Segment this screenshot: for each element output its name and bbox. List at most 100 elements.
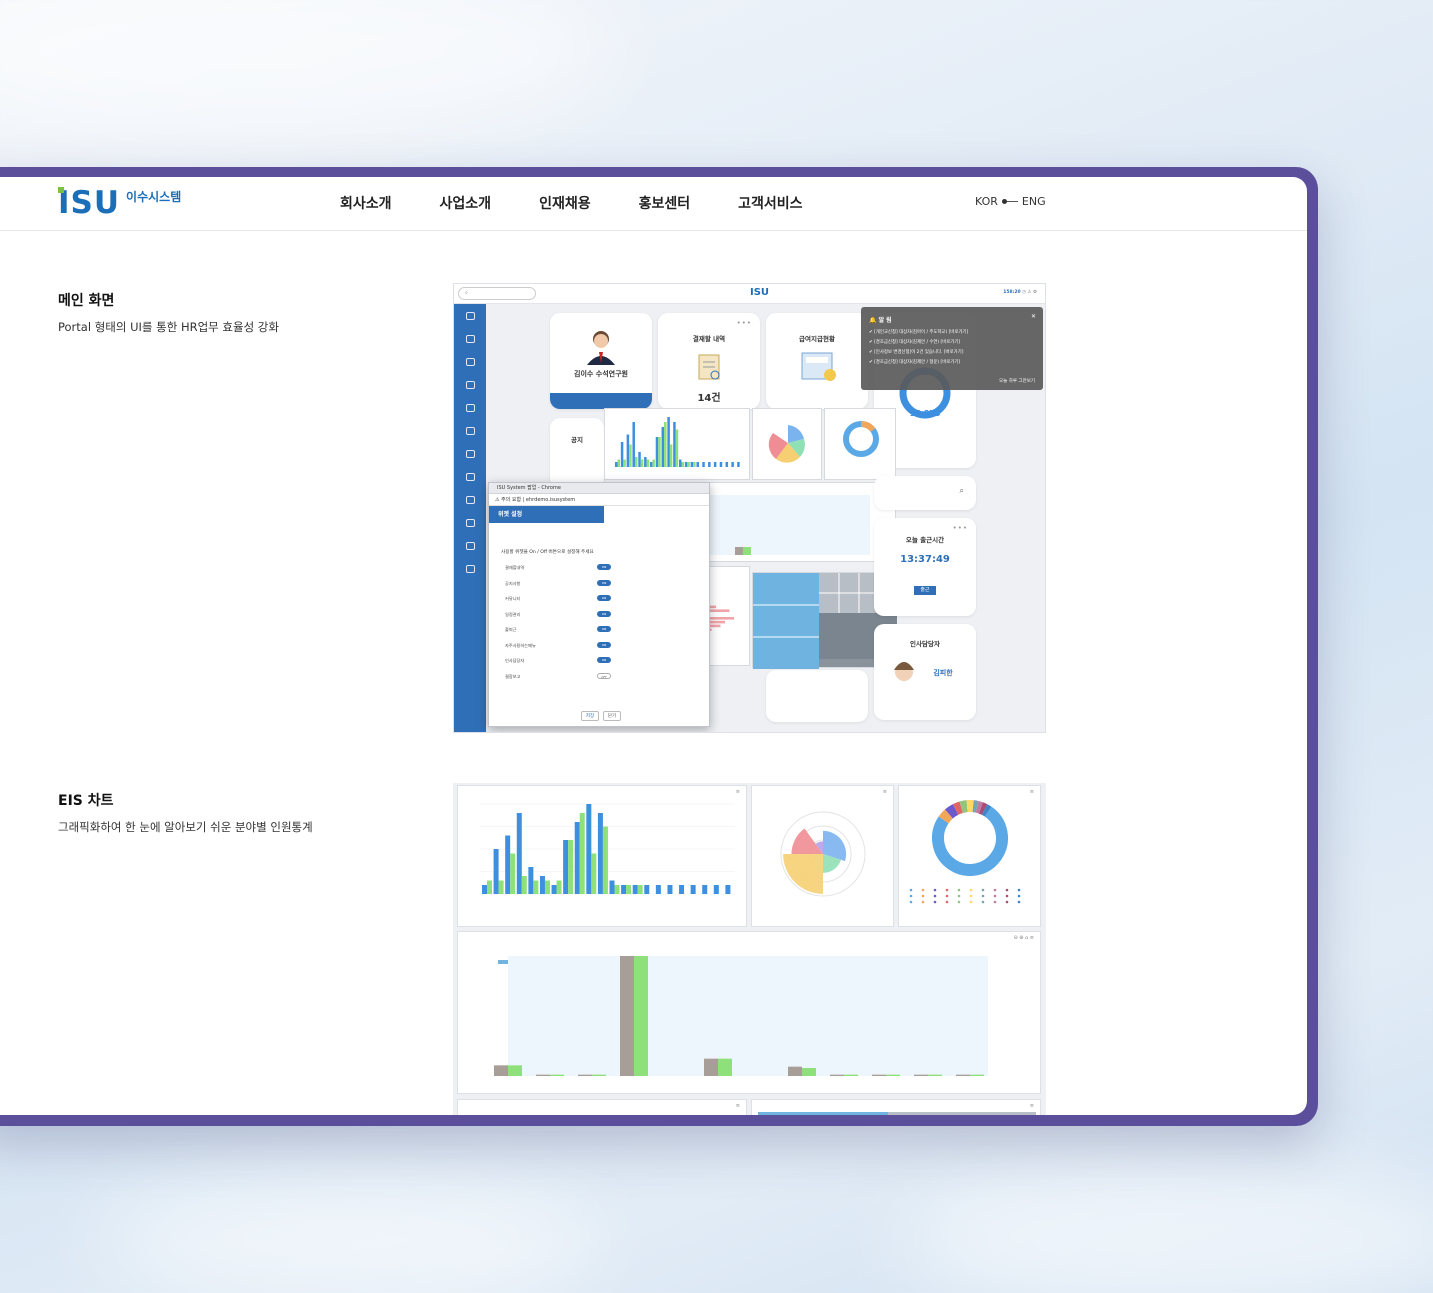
lang-toggle-icon[interactable]	[1001, 199, 1018, 204]
eis-donut-chart	[909, 800, 1021, 904]
legend-marker	[993, 900, 997, 904]
legend-marker	[945, 900, 949, 904]
pie-slice	[815, 841, 823, 854]
eis-bottom-panel-right: ≡	[751, 1099, 1041, 1115]
sidebar-menu-item[interactable]	[454, 442, 486, 465]
widget-toggle[interactable]: ON	[597, 657, 611, 663]
bar	[528, 867, 534, 894]
search-widget[interactable]: ⌕	[874, 476, 976, 510]
menu-icon[interactable]: ≡	[735, 1103, 740, 1109]
logo-text: 이수시스템	[126, 190, 182, 204]
widget-setting-label: 일정관리	[505, 611, 521, 617]
popup-line[interactable]: ✔ [개인교신청] 대상자(김아이 / 주도학교) [바로가기]	[869, 330, 969, 335]
sidebar-menu-item[interactable]	[454, 396, 486, 419]
mini-bar-chart	[615, 417, 740, 467]
menu-icon[interactable]: ≡	[1029, 789, 1034, 795]
bar	[637, 885, 643, 894]
sidebar-menu-item[interactable]	[454, 488, 486, 511]
more-icon[interactable]: •••	[952, 524, 968, 532]
bar	[644, 885, 650, 894]
donut-slice	[938, 809, 954, 824]
site-logo[interactable]: ISU 이수시스템	[58, 187, 181, 219]
sidebar-menu-item[interactable]	[454, 419, 486, 442]
sidebar-menu-item[interactable]	[454, 350, 486, 373]
grid-ring	[780, 811, 866, 897]
close-icon[interactable]: ✕	[1030, 313, 1036, 320]
popup-title: 🔔 알 림	[869, 317, 892, 324]
sidebar-menu-item[interactable]	[454, 304, 486, 327]
more-icon[interactable]: •••	[736, 319, 752, 327]
bar	[602, 826, 608, 894]
widget-toggle[interactable]: ON	[597, 626, 611, 632]
sidebar-menu-item[interactable]	[454, 465, 486, 488]
widget-toggle[interactable]: ON	[597, 595, 611, 601]
portal-screenshot: ⌕ ISU 158:20 ◷ ♙ ⚙ 김이수 수석연구원 ••• 결재할	[453, 283, 1046, 733]
bar	[568, 840, 574, 894]
widget-toggle[interactable]: ON	[597, 579, 611, 586]
sidebar-menu-item[interactable]	[454, 534, 486, 557]
menu-icon	[465, 380, 475, 389]
checkin-button[interactable]: 출근	[914, 586, 936, 595]
bar	[617, 459, 620, 467]
close-button[interactable]: 닫기	[603, 711, 621, 721]
menu-icon	[465, 357, 475, 366]
bar	[632, 422, 635, 467]
bar	[609, 880, 615, 894]
menu-icon	[465, 472, 475, 481]
search-icon[interactable]: ⌕	[959, 486, 964, 495]
menu-icon	[465, 449, 475, 458]
sidebar-menu-item[interactable]	[454, 373, 486, 396]
nav-business[interactable]: 사업소개	[439, 196, 492, 212]
bar	[655, 885, 661, 894]
notice-card: 공지	[550, 418, 604, 488]
language-switch: KOR ENG	[975, 195, 1046, 208]
bar	[687, 462, 690, 467]
popup-line-text: [경조금신청] 대상자(김제안 / 형운) [바로가기]	[874, 360, 961, 365]
menu-icon[interactable]: ≡	[735, 789, 740, 795]
attendance-card	[766, 670, 868, 722]
donut-slice	[959, 800, 968, 814]
menu-icon[interactable]: ≡	[882, 789, 887, 795]
approval-title: 결재할 내역	[692, 335, 726, 343]
nav-pr[interactable]: 홍보센터	[638, 196, 691, 212]
nav-support[interactable]: 고객서비스	[738, 196, 803, 212]
popup-line[interactable]: ✔ [경조금신청] 대상자(김제안 / 형운) [바로가기]	[869, 360, 961, 365]
calculator-icon	[801, 352, 836, 381]
widget-setting-label: 자주사용하는메뉴	[505, 642, 536, 648]
pie-slice	[823, 854, 841, 873]
legend-marker	[1005, 900, 1009, 904]
widget-toggle[interactable]: ON	[597, 564, 611, 570]
widget-setting-row: 일정관리 ON	[505, 610, 611, 618]
nav-company[interactable]: 회사소개	[340, 196, 392, 212]
bar	[844, 1074, 858, 1076]
popup-line[interactable]: ✔ [인사정보 변경신청]이 2건 있습니다. [바로가기]	[869, 350, 964, 355]
sidebar-menu-item[interactable]	[454, 511, 486, 534]
popup-dismiss-today[interactable]: 오늘 하루 그만보기	[999, 379, 1035, 384]
bar	[592, 1074, 606, 1076]
menu-icon	[465, 564, 475, 573]
menu-icon[interactable]: ≡	[1029, 1103, 1034, 1109]
lang-kor[interactable]: KOR	[975, 195, 998, 208]
approval-card[interactable]: ••• 결재할 내역 14건	[658, 313, 760, 409]
widget-toggle[interactable]: ON	[597, 610, 611, 617]
bar	[614, 885, 620, 894]
bar	[505, 835, 511, 894]
lang-eng[interactable]: ENG	[1021, 195, 1046, 208]
payroll-card[interactable]: 급여지급현황	[766, 313, 868, 409]
bar	[574, 822, 580, 894]
popup-line-text: [개인교신청] 대상자(김아이 / 주도학교) [바로가기]	[874, 330, 969, 335]
nav-recruit[interactable]: 인재채용	[539, 196, 591, 212]
widget-toggle[interactable]: OFF	[597, 672, 611, 679]
sidebar-menu-item[interactable]	[454, 327, 486, 350]
save-button[interactable]: 저장	[581, 711, 599, 721]
bar	[970, 1074, 984, 1076]
eis-chart-screenshot: ≡ ≡ ≡ ⊖ ⊕ ⌂ ≡ ≡ ≡	[453, 783, 1046, 1115]
checkin-title: 오늘 출근시간	[905, 536, 945, 544]
widget-toggle[interactable]: ON	[597, 641, 611, 648]
widget-setting-label: 결재할내역	[505, 565, 525, 570]
background-cloud	[900, 1160, 1433, 1293]
sidebar-menu-item[interactable]	[454, 557, 486, 580]
chart-tools-icon[interactable]: ⊖ ⊕ ⌂ ≡	[1013, 935, 1034, 941]
popup-line[interactable]: ✔ [경조금신청] 대상자(김제안 / 수연) [바로가기]	[869, 340, 961, 345]
legend-marker	[1005, 894, 1009, 898]
